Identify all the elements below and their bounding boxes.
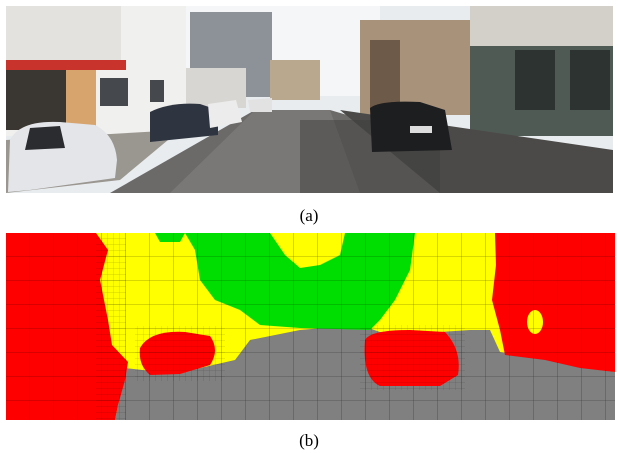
page: (a) (b) (() => { const data = JSON.parse… xyxy=(0,0,618,453)
caption: (a) xyxy=(300,206,319,225)
street-photo xyxy=(6,6,613,193)
segmentation-map xyxy=(6,233,615,420)
figure: (a) (b) xyxy=(0,0,618,453)
caption: (b) xyxy=(299,431,319,450)
